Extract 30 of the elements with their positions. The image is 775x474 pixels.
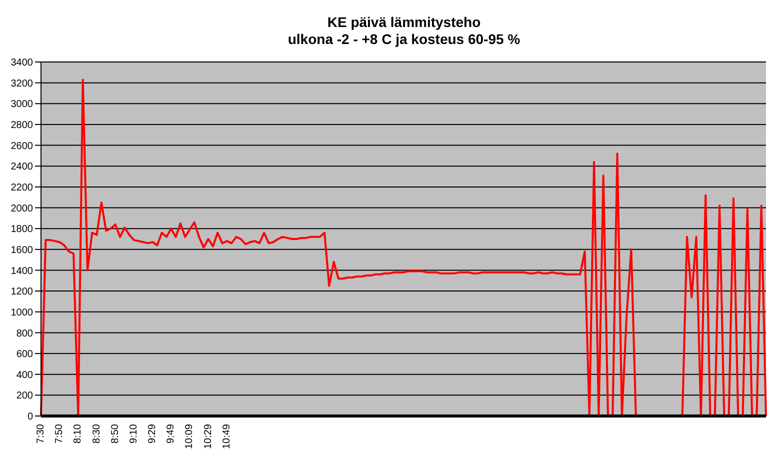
chart-title: KE päivä lämmitysteho ulkona -2 - +8 C ja kosteus 60-95 % bbox=[286, 14, 522, 48]
x-tick-label: 8:50 bbox=[110, 424, 121, 444]
y-tick-label: 3000 bbox=[10, 99, 34, 110]
y-tick-label: 1600 bbox=[10, 244, 34, 256]
x-tick-label: 8:10 bbox=[72, 424, 84, 444]
y-tick-label: 2800 bbox=[10, 120, 34, 132]
y-tick-label: 1200 bbox=[10, 286, 34, 298]
y-tick-label: 2600 bbox=[10, 140, 34, 152]
y-tick-label: 3400 bbox=[10, 58, 34, 69]
y-tick-label: 200 bbox=[16, 390, 34, 402]
x-tick-label: 10:49 bbox=[221, 424, 232, 450]
y-tick-label: 2000 bbox=[10, 203, 34, 214]
x-tick-label: 9:29 bbox=[147, 424, 158, 444]
x-tick-label: 9:49 bbox=[166, 424, 177, 444]
x-tick-label: 9:10 bbox=[128, 424, 140, 444]
x-tick-label: 10:09 bbox=[184, 424, 196, 450]
y-tick-label: 400 bbox=[16, 370, 34, 381]
x-tick-label: 7:30 bbox=[36, 424, 46, 444]
y-tick-label: 2200 bbox=[10, 182, 34, 194]
y-tick-label: 600 bbox=[16, 349, 34, 360]
y-tick-label: 1800 bbox=[10, 224, 34, 236]
y-tick-label: 2400 bbox=[10, 162, 34, 173]
x-tick-label: 8:30 bbox=[91, 424, 102, 444]
x-tick-label: 7:50 bbox=[54, 424, 66, 444]
y-tick-label: 0 bbox=[27, 412, 34, 423]
y-tick-label: 1400 bbox=[10, 266, 34, 277]
x-tick-label: 10:29 bbox=[202, 424, 214, 450]
y-tick-label: 1000 bbox=[10, 307, 34, 318]
y-tick-label: 800 bbox=[16, 328, 34, 340]
y-tick-label: 3200 bbox=[10, 78, 34, 90]
